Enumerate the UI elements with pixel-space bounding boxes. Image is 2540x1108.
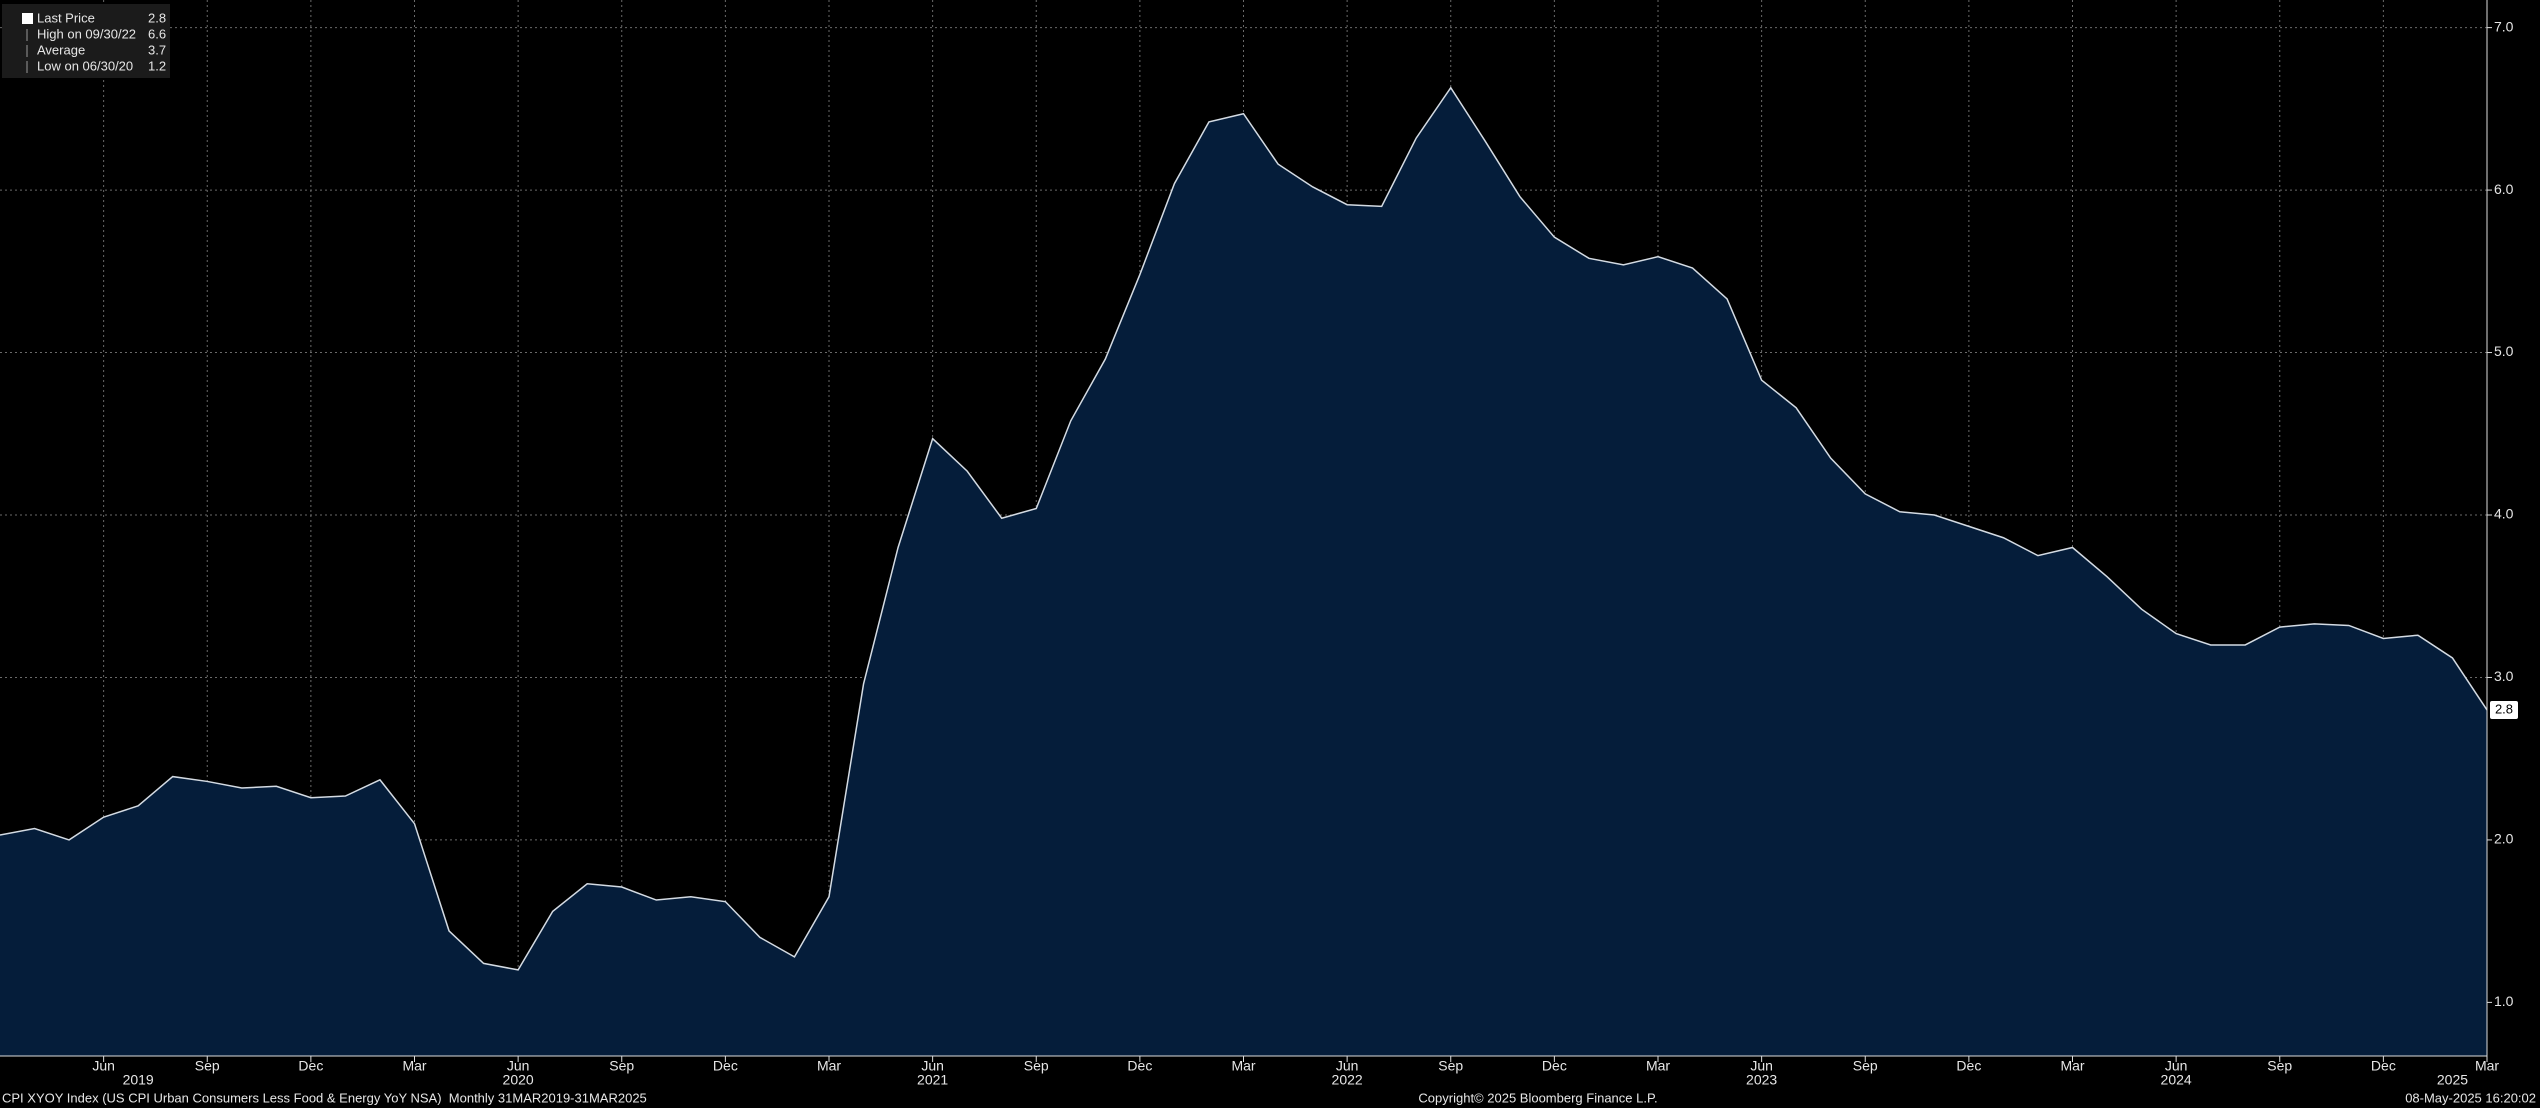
x-tick-label: Jun (507, 1058, 530, 1074)
x-tick-label: Sep (1438, 1058, 1463, 1074)
area (0, 87, 2487, 1057)
x-tick-label: Jun (1750, 1058, 1773, 1074)
x-tick-label: Dec (1542, 1058, 1567, 1074)
x-tick-label: Mar (2060, 1058, 2084, 1074)
y-tick-label: 1.0 (2494, 993, 2514, 1009)
legend: Last Price 2.8 High on 09/30/22 6.6 Average 3… (2, 4, 170, 78)
x-tick-label: Sep (609, 1058, 634, 1074)
y-tick-label: 4.0 (2494, 506, 2514, 522)
legend-value: 1.2 (148, 58, 166, 73)
x-tick-label: Mar (1231, 1058, 1255, 1074)
footer-center: Copyright© 2025 Bloomberg Finance L.P. (1418, 1090, 1657, 1105)
x-tick-label: Dec (1956, 1058, 1981, 1074)
x-year-label: 2022 (1332, 1072, 1363, 1088)
x-tick-label: Jun (2165, 1058, 2188, 1074)
legend-label: Last Price (37, 10, 95, 25)
plot-area (0, 86, 2488, 1057)
y-tick-label: 7.0 (2494, 18, 2514, 34)
legend-value: 6.6 (148, 26, 166, 41)
x-year-label: 2024 (2161, 1072, 2192, 1088)
axes: 1.0 2.0 3.0 4.0 5.0 6.0 7.0 Jun Sep Dec Mar Jun Sep D… (0, 0, 2518, 1088)
footer-right: 08-May-2025 16:20:02 (2405, 1090, 2536, 1105)
footer-left: CPI XYOY Index (US CPI Urban Consumers L… (2, 1090, 647, 1105)
x-tick-label: Jun (92, 1058, 115, 1074)
x-tick-label: Sep (1024, 1058, 1049, 1074)
x-tick-label: Jun (921, 1058, 944, 1074)
x-tick-label: Mar (817, 1058, 841, 1074)
x-tick-label: Dec (2371, 1058, 2396, 1074)
y-tick-label: 2.0 (2494, 831, 2514, 847)
legend-value: 2.8 (148, 10, 166, 25)
legend-label: Average (37, 42, 85, 57)
line (0, 86, 2488, 971)
x-tick-label: Mar (1646, 1058, 1670, 1074)
x-tick-label: Sep (2267, 1058, 2292, 1074)
legend-label: High on 09/30/22 (37, 26, 136, 41)
y-tick-label: 3.0 (2494, 668, 2514, 684)
x-tick-label: Dec (713, 1058, 738, 1074)
last-price-label: 2.8 (2495, 701, 2513, 716)
x-year-label: 2023 (1746, 1072, 1777, 1088)
x-year-label: 2025 (2437, 1072, 2468, 1088)
y-tick-label: 5.0 (2494, 343, 2514, 359)
y-tick-label: 6.0 (2494, 181, 2514, 197)
legend-swatch (22, 13, 33, 24)
x-tick-label: Jun (1336, 1058, 1359, 1074)
x-tick-label: Mar (2475, 1058, 2499, 1074)
x-tick-label: Sep (195, 1058, 220, 1074)
x-year-label: 2019 (123, 1072, 154, 1088)
x-tick-label: Dec (1127, 1058, 1152, 1074)
x-tick-label: Dec (298, 1058, 323, 1074)
x-year-label: 2021 (917, 1072, 948, 1088)
legend-value: 3.7 (148, 42, 166, 57)
x-tick-label: Sep (1853, 1058, 1878, 1074)
last-price-badge (2490, 700, 2518, 719)
x-tick-label: Mar (402, 1058, 426, 1074)
legend-label: Low on 06/30/20 (37, 58, 133, 73)
x-year-label: 2020 (503, 1072, 534, 1088)
